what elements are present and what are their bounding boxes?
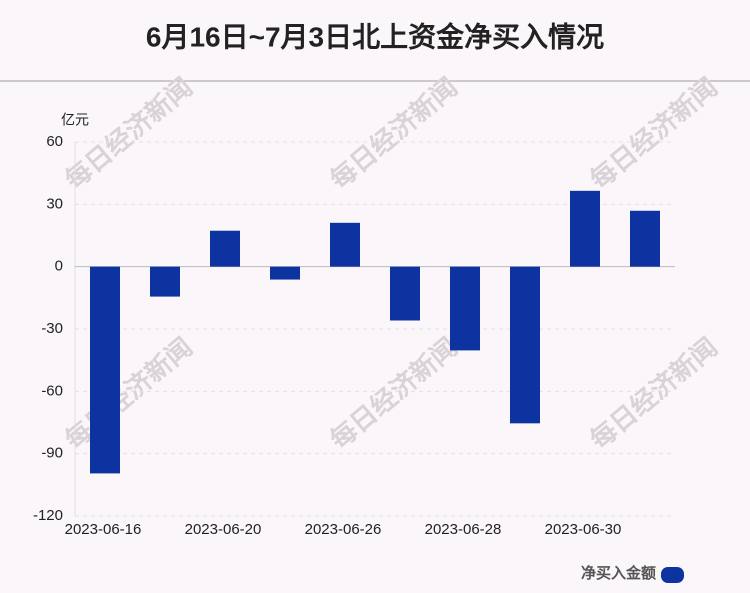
legend-swatch: [661, 567, 684, 583]
y-tick-label: 0: [55, 258, 63, 275]
bar: [510, 266, 540, 424]
bar: [90, 266, 120, 474]
y-tick-label: -90: [41, 445, 63, 462]
y-tick-label: 60: [46, 133, 63, 150]
y-tick-label: 30: [46, 195, 63, 212]
x-tick-label: 2023-06-20: [185, 521, 262, 538]
bar: [210, 230, 240, 267]
bar: [330, 222, 360, 267]
bar: [390, 266, 420, 321]
x-tick-label: 2023-06-26: [305, 521, 382, 538]
chart-title: 6月16日~7月3日北上资金净买入情况: [146, 20, 604, 52]
bar: [630, 210, 660, 267]
y-tick-label: -120: [33, 507, 63, 524]
x-tick-label: 2023-06-28: [425, 521, 502, 538]
y-tick-label: -60: [41, 382, 63, 399]
y-axis-unit: 亿元: [61, 112, 89, 128]
x-tick-label: 2023-06-16: [65, 521, 142, 538]
bar: [570, 190, 600, 267]
bar: [270, 266, 300, 280]
y-tick-label: -30: [41, 320, 63, 337]
bar: [450, 266, 480, 351]
bar: [150, 266, 180, 297]
x-tick-label: 2023-06-30: [545, 521, 622, 538]
legend-label: 净买入金额: [581, 564, 656, 582]
